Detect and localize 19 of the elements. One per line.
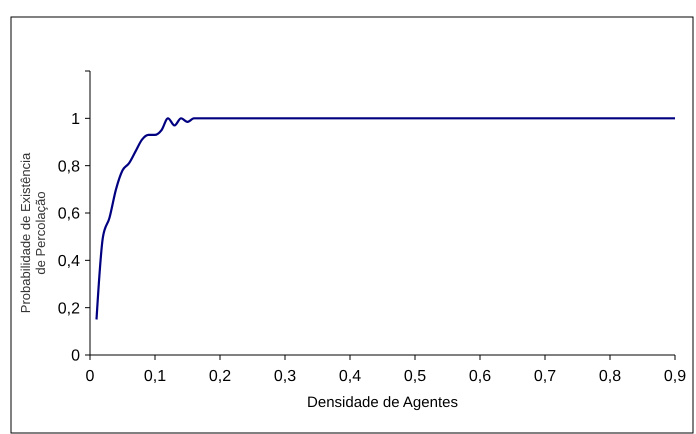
- x-tick-label: 0,3: [274, 368, 296, 385]
- line-series: [95, 117, 676, 321]
- x-tick-label: 0,6: [468, 368, 492, 385]
- y-tick-label: 1: [71, 110, 80, 128]
- y-tick-label: 0: [71, 348, 80, 365]
- x-axis-title: Densidade de Agentes: [307, 394, 458, 411]
- x-tick-label: 0,4: [338, 368, 362, 385]
- y-tick-label: 0,6: [58, 206, 80, 223]
- x-tick-label: 0,8: [598, 368, 622, 385]
- x-tick-label: 0,9: [664, 368, 686, 385]
- y-tick-label: 0,4: [58, 252, 80, 270]
- x-tick-label: 0: [86, 368, 95, 385]
- y-axis-title: Probabilidade de Existência de Percolação: [18, 152, 48, 314]
- x-tick-label: 0,7: [534, 368, 556, 385]
- x-tick-label: 0,1: [144, 368, 166, 385]
- x-tick-label: 0,2: [208, 368, 232, 385]
- y-tick-label: 0,8: [58, 158, 80, 176]
- y-tick-label: 0,2: [58, 300, 80, 318]
- x-tick-label: 0,5: [404, 368, 426, 385]
